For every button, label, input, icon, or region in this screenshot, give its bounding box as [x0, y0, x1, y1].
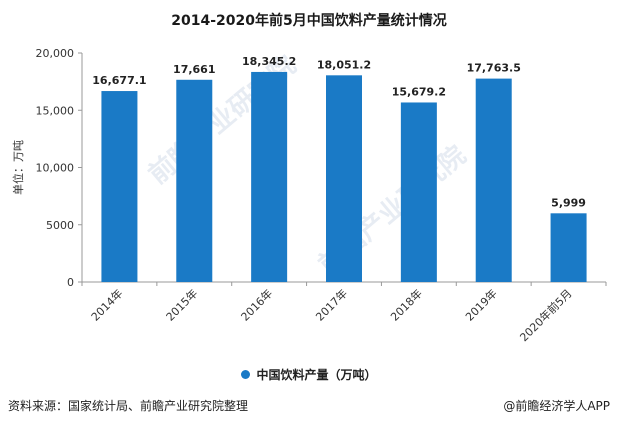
source-note: 资料来源：国家统计局、前瞻产业研究院整理 [8, 399, 249, 413]
x-tick-label: 2015年 [163, 286, 200, 323]
x-tick-label: 2020年前5月 [517, 286, 575, 344]
bar [550, 213, 587, 282]
data-label: 17,661 [173, 63, 215, 76]
bar [326, 75, 362, 283]
data-label: 18,345.2 [242, 55, 296, 68]
credit-note: @前瞻经济学人APP [503, 399, 610, 413]
x-tick-label: 2016年 [238, 286, 275, 323]
y-tick-label: 10,000 [36, 162, 75, 175]
bar-chart: 0 5000 10,000 15,000 20,000 单位：万吨 16,677.1 2014… [11, 47, 607, 344]
legend-swatch [241, 370, 251, 379]
bar [475, 78, 512, 282]
data-label: 17,763.5 [467, 62, 521, 75]
bar [400, 102, 437, 282]
x-tick-label: 2014年 [88, 286, 125, 323]
x-tick-label: 2019年 [462, 286, 499, 323]
x-tick-label: 2018年 [388, 286, 425, 323]
bar [251, 71, 288, 283]
bar [101, 91, 138, 282]
legend: 中国饮料产量（万吨） [0, 366, 618, 383]
legend-label: 中国饮料产量（万吨） [256, 368, 377, 382]
x-tick-label: 2017年 [313, 286, 350, 323]
data-label: 16,677.1 [92, 74, 146, 87]
data-label: 18,051.2 [317, 58, 371, 71]
y-tick-label: 15,000 [36, 104, 75, 117]
y-tick-label: 0 [67, 276, 74, 289]
y-tick-label: 5000 [46, 219, 74, 232]
y-tick-label: 20,000 [36, 47, 75, 60]
data-label: 5,999 [551, 196, 586, 209]
chart-title: 2014-2020年前5月中国饮料产量统计情况 [171, 13, 447, 29]
data-label: 15,679.2 [392, 85, 446, 98]
y-axis-label: 单位：万吨 [11, 140, 25, 195]
bar [176, 79, 213, 282]
